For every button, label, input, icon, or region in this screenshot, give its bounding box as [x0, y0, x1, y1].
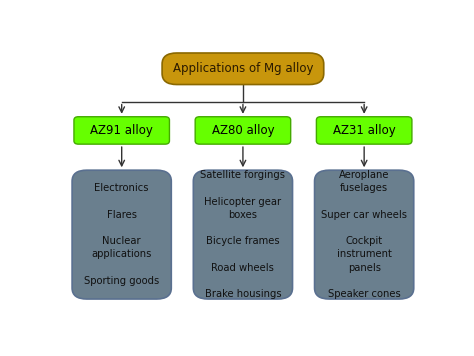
Text: Aeroplane
fuselages

Super car wheels

Cockpit
instrument
panels

Speaker cones: Aeroplane fuselages Super car wheels Coc…	[321, 170, 407, 299]
Text: Applications of Mg alloy: Applications of Mg alloy	[173, 62, 313, 75]
FancyBboxPatch shape	[162, 53, 324, 84]
FancyBboxPatch shape	[72, 170, 171, 299]
Text: Electronics

Flares

Nuclear
applications

Sporting goods: Electronics Flares Nuclear applications …	[84, 183, 159, 286]
Text: AZ31 alloy: AZ31 alloy	[333, 124, 395, 137]
FancyBboxPatch shape	[74, 117, 170, 144]
FancyBboxPatch shape	[315, 170, 414, 299]
Text: AZ80 alloy: AZ80 alloy	[211, 124, 274, 137]
FancyBboxPatch shape	[316, 117, 412, 144]
Text: Satellite forgings

Helicopter gear
boxes

Bicycle frames

Road wheels

Brake ho: Satellite forgings Helicopter gear boxes…	[201, 170, 285, 299]
Text: AZ91 alloy: AZ91 alloy	[90, 124, 153, 137]
FancyBboxPatch shape	[193, 170, 292, 299]
FancyBboxPatch shape	[195, 117, 291, 144]
